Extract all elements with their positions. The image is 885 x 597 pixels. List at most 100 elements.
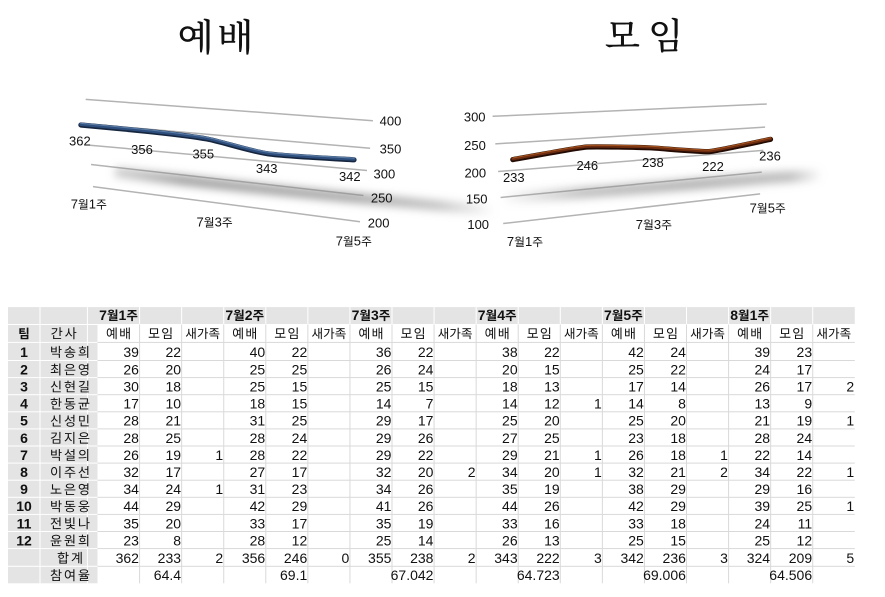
svg-text:238: 238 xyxy=(642,155,664,170)
svg-text:5: 5 xyxy=(354,234,361,249)
svg-text:22: 22 xyxy=(292,447,308,463)
svg-text:18: 18 xyxy=(670,447,686,463)
svg-text:18: 18 xyxy=(670,430,686,446)
svg-text:222: 222 xyxy=(536,550,560,566)
svg-text:20: 20 xyxy=(165,515,181,531)
svg-text:33: 33 xyxy=(250,515,266,531)
svg-text:246: 246 xyxy=(284,550,308,566)
svg-text:356: 356 xyxy=(242,550,266,566)
svg-text:1: 1 xyxy=(215,481,223,497)
svg-text:16: 16 xyxy=(544,515,560,531)
svg-text:5: 5 xyxy=(20,413,28,429)
svg-text:28: 28 xyxy=(123,413,139,429)
svg-text:29: 29 xyxy=(376,447,392,463)
svg-text:16: 16 xyxy=(797,481,813,497)
svg-text:1: 1 xyxy=(525,234,532,249)
svg-text:22: 22 xyxy=(418,447,434,463)
svg-text:7: 7 xyxy=(750,201,757,216)
svg-text:44: 44 xyxy=(123,498,139,514)
svg-text:4: 4 xyxy=(497,307,505,323)
svg-text:20: 20 xyxy=(544,464,560,480)
svg-text:250: 250 xyxy=(464,138,486,153)
svg-text:64.4: 64.4 xyxy=(154,567,181,583)
svg-text:26: 26 xyxy=(502,532,518,548)
svg-text:9: 9 xyxy=(804,396,812,412)
svg-text:42: 42 xyxy=(628,498,644,514)
svg-text:32: 32 xyxy=(123,464,139,480)
svg-text:343: 343 xyxy=(494,550,518,566)
svg-text:3: 3 xyxy=(594,550,602,566)
svg-text:22: 22 xyxy=(165,344,181,360)
svg-text:26: 26 xyxy=(754,379,770,395)
svg-text:13: 13 xyxy=(544,379,560,395)
svg-text:236: 236 xyxy=(663,550,687,566)
svg-text:14: 14 xyxy=(670,379,686,395)
svg-text:25: 25 xyxy=(292,361,308,377)
svg-text:34: 34 xyxy=(123,481,139,497)
svg-text:4: 4 xyxy=(20,396,28,412)
svg-text:39: 39 xyxy=(754,498,770,514)
svg-text:1: 1 xyxy=(750,307,758,323)
svg-text:7: 7 xyxy=(99,307,107,323)
svg-text:7: 7 xyxy=(478,307,486,323)
svg-text:25: 25 xyxy=(502,413,518,429)
svg-text:300: 300 xyxy=(464,110,486,125)
svg-text:24: 24 xyxy=(418,361,434,377)
svg-text:355: 355 xyxy=(368,550,392,566)
svg-text:27: 27 xyxy=(502,430,518,446)
svg-text:10: 10 xyxy=(165,396,181,412)
svg-text:355: 355 xyxy=(192,147,214,162)
svg-text:17: 17 xyxy=(797,361,813,377)
svg-text:3: 3 xyxy=(20,379,28,395)
svg-text:1: 1 xyxy=(594,447,602,463)
svg-text:14: 14 xyxy=(418,532,434,548)
svg-text:26: 26 xyxy=(418,430,434,446)
svg-text:69.006: 69.006 xyxy=(643,567,686,583)
svg-text:222: 222 xyxy=(702,159,724,174)
svg-text:13: 13 xyxy=(754,396,770,412)
svg-text:1: 1 xyxy=(846,413,854,429)
svg-text:8: 8 xyxy=(678,396,686,412)
svg-text:19: 19 xyxy=(165,447,181,463)
svg-text:362: 362 xyxy=(69,133,91,148)
svg-text:3: 3 xyxy=(215,215,222,230)
svg-text:34: 34 xyxy=(502,464,518,480)
svg-text:35: 35 xyxy=(123,515,139,531)
svg-text:38: 38 xyxy=(628,481,644,497)
svg-text:32: 32 xyxy=(376,464,392,480)
svg-text:7: 7 xyxy=(507,234,514,249)
svg-text:22: 22 xyxy=(797,464,813,480)
svg-text:64.723: 64.723 xyxy=(517,567,560,583)
svg-text:29: 29 xyxy=(502,447,518,463)
svg-text:24: 24 xyxy=(754,361,770,377)
svg-text:342: 342 xyxy=(339,169,361,184)
svg-text:250: 250 xyxy=(371,191,393,206)
svg-text:19: 19 xyxy=(797,413,813,429)
svg-text:41: 41 xyxy=(376,498,392,514)
svg-text:18: 18 xyxy=(250,396,266,412)
svg-text:1: 1 xyxy=(594,464,602,480)
svg-text:40: 40 xyxy=(250,344,266,360)
svg-text:7: 7 xyxy=(352,307,360,323)
svg-text:324: 324 xyxy=(747,550,771,566)
svg-text:39: 39 xyxy=(123,344,139,360)
svg-text:26: 26 xyxy=(376,361,392,377)
svg-text:28: 28 xyxy=(250,430,266,446)
svg-text:28: 28 xyxy=(123,430,139,446)
svg-text:238: 238 xyxy=(410,550,434,566)
svg-text:21: 21 xyxy=(754,413,770,429)
svg-text:25: 25 xyxy=(250,361,266,377)
svg-text:3: 3 xyxy=(371,307,379,323)
svg-text:100: 100 xyxy=(467,217,489,232)
svg-text:23: 23 xyxy=(123,532,139,548)
svg-text:1: 1 xyxy=(846,464,854,480)
svg-text:2: 2 xyxy=(468,464,476,480)
svg-text:5: 5 xyxy=(846,550,854,566)
svg-text:25: 25 xyxy=(376,532,392,548)
svg-text:17: 17 xyxy=(628,379,644,395)
svg-text:15: 15 xyxy=(292,396,308,412)
svg-text:25: 25 xyxy=(797,498,813,514)
svg-text:27: 27 xyxy=(250,464,266,480)
svg-text:69.1: 69.1 xyxy=(280,567,307,583)
svg-text:25: 25 xyxy=(628,532,644,548)
